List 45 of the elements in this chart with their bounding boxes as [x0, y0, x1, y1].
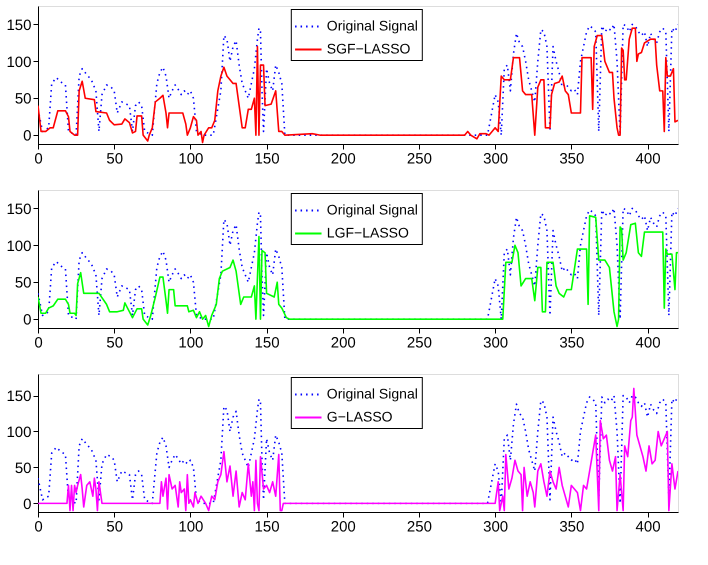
x-tick-label: 150 — [254, 150, 280, 168]
x-tick-label: 300 — [483, 150, 508, 168]
y-tick-label: 150 — [6, 388, 32, 406]
x-tick-label: 100 — [178, 334, 204, 352]
x-tick-label: 250 — [406, 150, 432, 168]
y-tick-label: 0 — [23, 312, 32, 329]
legend-label: G−LASSO — [326, 408, 393, 424]
x-tick-label: 300 — [483, 334, 508, 352]
x-tick-label: 250 — [406, 334, 432, 352]
y-tick-label: 0 — [23, 496, 32, 513]
x-tick-label: 250 — [406, 518, 432, 536]
legend-label: SGF−LASSO — [326, 40, 411, 56]
x-tick-label: 0 — [34, 334, 43, 352]
x-tick-label: 150 — [254, 334, 280, 352]
y-tick-label: 50 — [14, 460, 32, 477]
y-tick-label: 0 — [23, 128, 32, 145]
legend-label: Original Signal — [326, 386, 418, 402]
x-tick-label: 50 — [106, 518, 124, 536]
x-tick-label: 150 — [254, 518, 280, 536]
x-tick-label: 400 — [636, 334, 661, 352]
y-tick-label: 100 — [6, 424, 32, 441]
x-tick-label: 400 — [636, 518, 661, 536]
x-tick-label: 0 — [34, 518, 43, 536]
x-tick-label: 50 — [106, 150, 124, 168]
x-tick-label: 350 — [559, 518, 584, 536]
x-tick-label: 200 — [330, 150, 356, 168]
x-tick-label: 350 — [559, 334, 584, 352]
x-tick-label: 350 — [559, 150, 584, 168]
x-tick-label: 100 — [178, 518, 204, 536]
x-tick-label: 50 — [106, 334, 124, 352]
y-tick-label: 50 — [14, 274, 32, 292]
legend-label: LGF−LASSO — [326, 224, 410, 240]
x-tick-label: 0 — [34, 150, 43, 168]
y-tick-label: 150 — [6, 200, 32, 218]
legend-label: Original Signal — [326, 18, 418, 34]
x-tick-label: 300 — [483, 518, 508, 536]
y-tick-label: 50 — [14, 90, 32, 108]
x-tick-label: 100 — [178, 150, 204, 168]
x-tick-label: 400 — [636, 150, 661, 168]
x-tick-label: 200 — [330, 334, 356, 352]
y-tick-label: 100 — [6, 54, 32, 71]
y-tick-label: 100 — [6, 238, 32, 255]
y-tick-label: 150 — [6, 16, 32, 34]
legend-label: Original Signal — [326, 202, 418, 218]
x-tick-label: 200 — [330, 518, 356, 536]
